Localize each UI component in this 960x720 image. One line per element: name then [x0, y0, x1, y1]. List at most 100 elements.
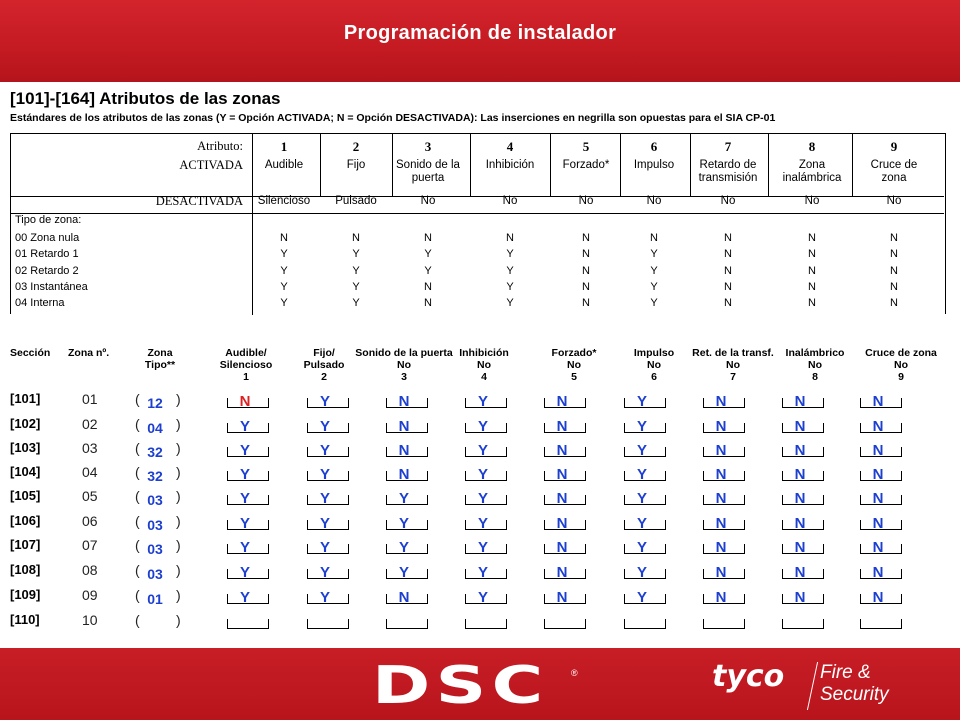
attribute-entry: N: [872, 589, 884, 606]
attribute-entry: Y: [239, 589, 250, 606]
deactivated-option: No: [502, 195, 518, 207]
attribute-entry: Y: [636, 490, 647, 507]
attribute-entry: N: [715, 515, 727, 532]
activated-option: Fijo: [346, 159, 366, 171]
zone-type-entry: 04: [147, 420, 163, 436]
section-code: [105]: [10, 488, 41, 503]
paren-close: ): [176, 488, 181, 504]
zone-number: 04: [82, 464, 98, 480]
attribute-entry: Y: [398, 515, 409, 532]
zone-type-name: 00 Zona nula: [15, 232, 80, 244]
attribute-entry: Y: [319, 393, 330, 410]
entry-box: [386, 544, 428, 554]
entry-box: [624, 423, 666, 433]
paren-open: (: [135, 416, 140, 432]
attribute-entry: Y: [319, 442, 330, 459]
attribute-entry: Y: [477, 564, 488, 581]
deactivated-option: No: [578, 195, 594, 207]
page-title: Programación de instalador: [343, 22, 617, 44]
entry-box: [544, 569, 586, 579]
entry-box: [544, 423, 586, 433]
entry-box: [782, 569, 824, 579]
attribute-number: 6: [650, 139, 658, 154]
entry-box: [307, 447, 349, 457]
entry-box: [624, 569, 666, 579]
paren-close: ): [176, 562, 181, 578]
zone-type-entry: 03: [147, 492, 163, 508]
entry-box: [465, 520, 507, 530]
entry-box: [703, 569, 745, 579]
entry-box: [624, 544, 666, 554]
attribute-entry: N: [794, 589, 806, 606]
zone-type-value: Y: [506, 280, 514, 293]
entry-box: [544, 471, 586, 481]
entry-box: [227, 520, 269, 530]
attribute-entry: Y: [477, 589, 488, 606]
entry-box: [860, 423, 902, 433]
attribute-entry: N: [794, 442, 806, 459]
entry-box: [386, 423, 428, 433]
attribute-column-number: 3: [401, 371, 407, 383]
paren-close: ): [176, 612, 181, 628]
attribute-entry: N: [398, 589, 410, 606]
section-code: [110]: [10, 612, 40, 627]
section-column-header: Sección: [10, 347, 51, 359]
zone-type-value: N: [808, 264, 816, 277]
entry-box: [860, 447, 902, 457]
attribute-entry: Y: [319, 564, 330, 581]
zone-type-value: Y: [280, 297, 288, 310]
zone-type-value: N: [890, 232, 898, 244]
entry-box: [860, 520, 902, 530]
attribute-entry: Y: [636, 393, 647, 410]
zone-number: 08: [82, 562, 98, 578]
section-code: [108]: [10, 562, 41, 577]
attribute-entry: N: [715, 418, 727, 435]
column-divider: [320, 134, 321, 196]
attribute-entry: Y: [398, 539, 409, 556]
zone-type-value: N: [890, 248, 898, 261]
entry-box: [544, 398, 586, 408]
attribute-entry: Y: [636, 539, 647, 556]
attribute-entry: N: [794, 515, 806, 532]
entry-box: [860, 569, 902, 579]
attribute-column-default: No: [726, 359, 740, 371]
zone-type-value: N: [506, 232, 514, 244]
activated-option: Zona inalámbrica: [782, 159, 842, 184]
paren-close: ): [176, 416, 181, 432]
entry-box: [703, 495, 745, 505]
entry-box: [782, 619, 824, 629]
column-divider: [768, 134, 769, 196]
zone-number: 05: [82, 488, 98, 504]
entry-box: [782, 447, 824, 457]
zone-type-value: N: [352, 232, 360, 244]
entry-box: [544, 619, 586, 629]
entry-box: [465, 471, 507, 481]
attribute-column-default: No: [567, 359, 581, 371]
entry-box: [544, 495, 586, 505]
entry-box: [624, 495, 666, 505]
attribute-entry: Y: [239, 418, 250, 435]
attribute-entry: Y: [319, 539, 330, 556]
fire-security-tagline: Fire & Security: [820, 662, 889, 706]
entry-box: [703, 423, 745, 433]
entry-box: [227, 495, 269, 505]
section-code: [106]: [10, 513, 41, 528]
attribute-column-header: Fijo/: [313, 347, 335, 359]
attribute-entry: Y: [398, 490, 409, 507]
attribute-entry: N: [794, 490, 806, 507]
attribute-entry: N: [715, 490, 727, 507]
attribute-number: 4: [506, 139, 514, 154]
zone-type-name: 03 Instantánea: [15, 280, 88, 293]
paren-open: (: [135, 562, 140, 578]
attribute-entry: N: [715, 539, 727, 556]
paren-close: ): [176, 464, 181, 480]
attribute-entry: Y: [636, 589, 647, 606]
footer-bar: DSC ® tyco Fire & Security: [0, 648, 960, 720]
attribute-entry: N: [715, 393, 727, 410]
zone-type-value: Y: [352, 264, 360, 277]
attribute-entry: N: [556, 466, 568, 483]
zone-type-value: N: [724, 297, 732, 310]
zone-type-value: N: [582, 280, 590, 293]
section-code: [107]: [10, 537, 41, 552]
zone-type-value: N: [808, 280, 816, 293]
